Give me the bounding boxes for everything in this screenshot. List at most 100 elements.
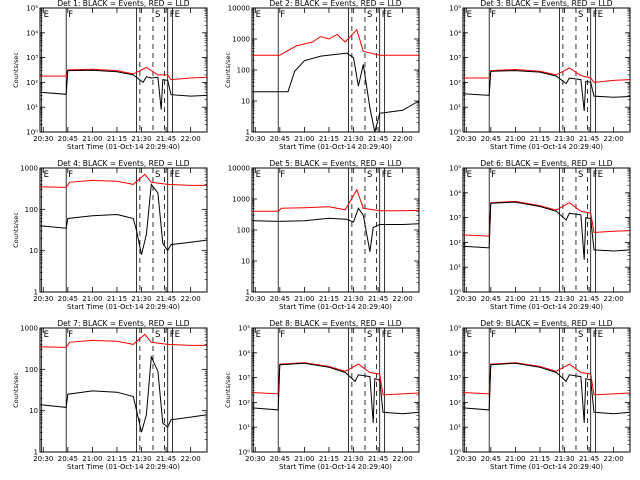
x-tick-label: 20:45 [270, 455, 290, 463]
event-marker-label: F [68, 170, 73, 180]
black-series-line [39, 183, 208, 255]
y-tick-label: 10⁵ [449, 5, 461, 13]
y-tick-label: 10⁵ [26, 5, 38, 13]
event-marker-label: E [387, 330, 392, 340]
y-tick-label: 10⁵ [238, 325, 250, 333]
detector-panel-6: Det 6: BLACK = Events, RED = LLD 10⁰ 10¹ 10… [449, 159, 631, 311]
y-tick-label: 10³ [449, 54, 461, 62]
plot-frame [462, 7, 631, 133]
red-series-line [252, 28, 419, 56]
y-tick-label: 10⁴ [449, 189, 461, 197]
y-tick-label: 10² [449, 239, 461, 247]
x-tick-label: 21:15 [530, 295, 550, 303]
y-tick-label: 10 [29, 407, 38, 415]
x-tick-label: 21:45 [156, 455, 176, 463]
event-marker-label: S [578, 170, 583, 180]
x-tick-label: 21:15 [530, 135, 550, 143]
y-tick-label: 10⁰ [449, 289, 461, 297]
plot-frame [462, 167, 631, 293]
event-marker-label: E [467, 330, 472, 340]
detector-panel-8: Det 8: BLACK = Events, RED = LLD 10⁰ 10¹ 10… [224, 319, 420, 471]
x-tick-label: 21:00 [294, 295, 314, 303]
plot-frame [251, 167, 420, 293]
panel-title: Det 7: BLACK = Events, RED = LLD [57, 319, 189, 328]
x-tick-label: 21:45 [368, 135, 388, 143]
y-tick-label: 10³ [26, 54, 38, 62]
x-tick-label: 21:45 [579, 455, 599, 463]
event-marker-label: S [578, 10, 583, 20]
y-tick-label: 10⁵ [449, 165, 461, 173]
y-axis-label: Counts/sec [12, 52, 20, 88]
panel-title: Det 4: BLACK = Events, RED = LLD [57, 159, 189, 168]
event-marker-label: E [175, 330, 180, 340]
event-marker-label: F [170, 170, 175, 180]
y-tick-label: 10⁰ [26, 129, 38, 137]
y-tick-label: 1 [34, 289, 38, 297]
y-axis-label: Counts/sec [224, 52, 232, 88]
x-tick-label: 21:30 [131, 135, 151, 143]
x-tick-label: 20:45 [481, 295, 501, 303]
y-tick-label: 10³ [449, 374, 461, 382]
x-axis-label: Start Time (01-Oct-14 20:29:40) [490, 143, 603, 151]
black-series-line [39, 69, 208, 110]
x-axis-label: Start Time (01-Oct-14 20:29:40) [279, 143, 392, 151]
panel-title: Det 2: BLACK = Events, RED = LLD [269, 0, 401, 8]
event-marker-label: S [578, 330, 583, 340]
event-marker-label: S [155, 330, 160, 340]
y-tick-label: 10000 [228, 5, 250, 13]
x-tick-label: 21:00 [82, 455, 102, 463]
x-tick-label: 21:15 [319, 135, 339, 143]
event-marker-label: E [598, 330, 603, 340]
event-marker-label: F [382, 330, 387, 340]
x-tick-label: 21:45 [579, 135, 599, 143]
event-marker-label: F [280, 330, 285, 340]
plot-frame [251, 327, 420, 453]
x-tick-label: 22:00 [604, 455, 624, 463]
event-marker-label: F [593, 10, 598, 20]
detector-panel-7: Det 7: BLACK = Events, RED = LLD 1 10 100 10… [12, 319, 208, 471]
event-marker-label: E [175, 170, 180, 180]
x-axis-label: Start Time (01-Oct-14 20:29:40) [279, 303, 392, 311]
detector-panel-2: Det 2: BLACK = Events, RED = LLD 1 10 100 10… [224, 0, 420, 151]
panel-title: Det 1: BLACK = Events, RED = LLD [57, 0, 189, 8]
x-tick-label: 21:00 [505, 135, 525, 143]
detector-panel-1: Det 1: BLACK = Events, RED = LLD 10⁰ 10¹ 10… [12, 0, 208, 151]
y-tick-label: 10² [449, 399, 461, 407]
event-marker-label: E [467, 170, 472, 180]
x-tick-label: 20:45 [58, 295, 78, 303]
event-marker-label: F [593, 330, 598, 340]
panel-title: Det 9: BLACK = Events, RED = LLD [480, 319, 612, 328]
event-marker-label: F [593, 170, 598, 180]
y-tick-label: 10² [26, 79, 38, 87]
x-tick-label: 20:30 [245, 455, 265, 463]
y-tick-label: 100 [237, 67, 250, 75]
red-series-line [252, 188, 420, 212]
red-series-line [462, 362, 631, 396]
event-marker-label: S [367, 10, 372, 20]
y-tick-label: 10¹ [449, 264, 461, 272]
x-tick-label: 21:00 [294, 455, 314, 463]
x-tick-label: 21:30 [554, 455, 574, 463]
red-series-line [39, 333, 207, 348]
event-marker-label: F [68, 330, 73, 340]
event-marker-label: S [155, 170, 160, 180]
x-axis-label: Start Time (01-Oct-14 20:29:40) [67, 143, 180, 151]
x-tick-label: 22:00 [393, 455, 413, 463]
event-marker-label: F [382, 10, 387, 20]
x-tick-label: 22:00 [604, 135, 624, 143]
x-tick-label: 21:30 [343, 455, 363, 463]
x-tick-label: 22:00 [181, 455, 201, 463]
x-tick-label: 20:30 [456, 295, 476, 303]
y-tick-label: 10⁴ [449, 29, 461, 37]
y-tick-label: 1 [246, 129, 250, 137]
black-series-line [462, 201, 631, 260]
y-tick-label: 10⁰ [449, 449, 461, 457]
event-marker-label: S [367, 170, 372, 180]
black-series-line [251, 362, 420, 423]
y-tick-label: 10 [241, 98, 250, 106]
x-tick-label: 21:30 [343, 295, 363, 303]
y-tick-label: 10 [29, 247, 38, 255]
x-tick-label: 21:00 [82, 135, 102, 143]
x-tick-label: 21:30 [554, 295, 574, 303]
